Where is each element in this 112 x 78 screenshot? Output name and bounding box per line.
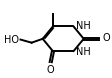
Text: O: O [47, 65, 55, 75]
Text: NH: NH [76, 47, 90, 57]
Text: HO: HO [4, 35, 19, 45]
Text: NH: NH [76, 21, 90, 31]
Text: O: O [102, 33, 110, 43]
